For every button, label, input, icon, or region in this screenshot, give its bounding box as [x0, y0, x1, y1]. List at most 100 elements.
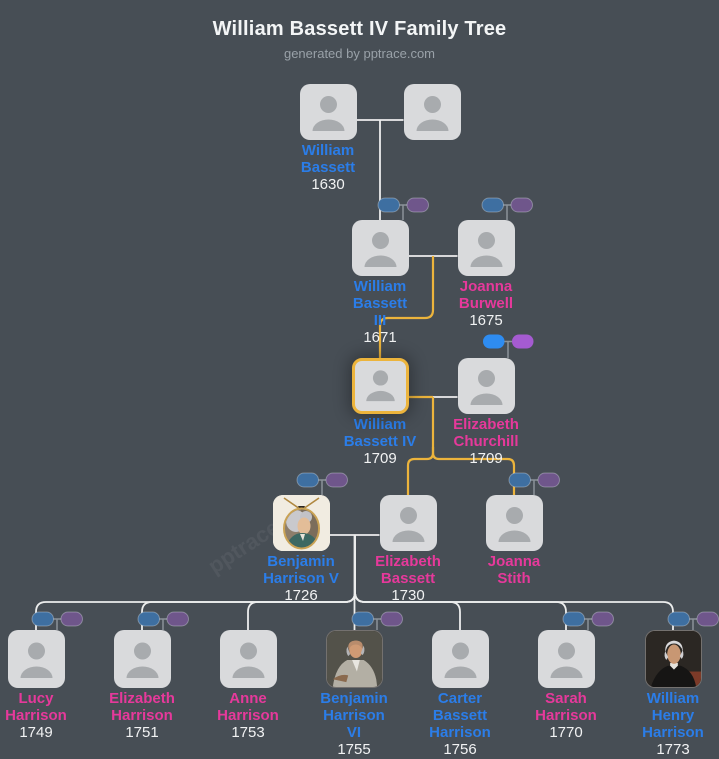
collapsed-mother-pill[interactable] [166, 611, 189, 627]
avatar-placeholder-icon [365, 370, 395, 402]
avatar-box[interactable] [431, 630, 489, 688]
expanded-mother-pill[interactable] [512, 334, 534, 349]
person-name: Benjamin Harrison VI [320, 690, 388, 741]
avatar-box[interactable] [299, 84, 357, 140]
avatar-box-highlighted[interactable] [351, 358, 409, 414]
avatar-placeholder-icon [126, 642, 158, 678]
person-label: Joanna Stith [459, 553, 569, 587]
avatar-box[interactable] [113, 630, 171, 688]
avatar-placeholder-icon [470, 232, 502, 267]
collapsed-father-pill[interactable] [296, 472, 319, 488]
avatar-placeholder-icon [416, 96, 448, 131]
person-name: Elizabeth Bassett [375, 553, 441, 587]
person-year: 1749 [19, 724, 53, 741]
collapsed-father-pill[interactable] [351, 611, 374, 627]
person-node-william-henry-harrison[interactable]: William Henry Harrison 1773 [618, 630, 719, 758]
collapsed-mother-pill[interactable] [380, 611, 403, 627]
person-node-elizabeth-bassett[interactable]: Elizabeth Bassett 1730 [353, 495, 463, 604]
collapsed-mother-pill[interactable] [510, 197, 533, 213]
person-year: 1709 [469, 450, 503, 467]
person-node-joanna-burwell[interactable]: Joanna Burwell 1675 [431, 220, 541, 329]
avatar-placeholder-icon [498, 507, 530, 542]
avatar-placeholder-icon [392, 507, 424, 542]
portrait-painting [326, 631, 382, 687]
collapsed-father-pill[interactable] [562, 611, 585, 627]
person-year: 1770 [549, 724, 583, 741]
collapsed-mother-pill[interactable] [537, 472, 560, 488]
person-year: 1726 [284, 587, 318, 604]
portrait-miniature-painting [272, 495, 330, 551]
avatar-placeholder-icon [312, 96, 344, 131]
collapsed-father-pill[interactable] [137, 611, 160, 627]
collapsed-mother-pill[interactable] [60, 611, 83, 627]
person-name: Elizabeth Churchill [453, 416, 519, 450]
person-year: 1630 [311, 176, 345, 193]
page-title: William Bassett IV Family Tree [212, 18, 507, 40]
person-label: William Bassett IV 1709 [325, 416, 435, 467]
person-node-benjamin-harrison-v[interactable]: Benjamin Harrison V 1726 [246, 495, 356, 604]
person-name: William Bassett [300, 142, 356, 176]
person-label: Carter Bassett Harrison 1756 [405, 690, 515, 758]
person-label: Anne Harrison 1753 [193, 690, 303, 741]
collapsed-father-pill[interactable] [31, 611, 54, 627]
person-node-elizabeth-harrison[interactable]: Elizabeth Harrison 1751 [87, 630, 197, 741]
person-node-lucy-harrison[interactable]: Lucy Harrison 1749 [0, 630, 91, 741]
person-label: William Bassett 1630 [273, 142, 383, 193]
person-name: Elizabeth Harrison [109, 690, 175, 724]
person-node-william-bassett-iv[interactable]: William Bassett IV 1709 [325, 358, 435, 467]
collapsed-father-pill[interactable] [377, 197, 400, 213]
expanded-father-pill[interactable] [483, 334, 505, 349]
person-name: Joanna Burwell [458, 278, 514, 312]
collapsed-mother-pill[interactable] [591, 611, 614, 627]
person-node-unknown-spouse[interactable] [377, 84, 487, 140]
person-year: 1756 [443, 741, 477, 758]
person-label: William Bassett III 1671 [325, 278, 435, 346]
avatar-box[interactable] [219, 630, 277, 688]
person-node-anne-harrison[interactable]: Anne Harrison 1753 [193, 630, 303, 741]
collapsed-mother-pill[interactable] [406, 197, 429, 213]
person-label: Joanna Burwell 1675 [431, 278, 541, 329]
person-node-william-bassett-1630[interactable]: William Bassett 1630 [273, 84, 383, 193]
avatar-box[interactable] [457, 220, 515, 276]
avatar-box[interactable] [379, 495, 437, 551]
portrait-william-henry-harrison[interactable] [644, 630, 702, 688]
person-year: 1773 [656, 741, 690, 758]
person-node-elizabeth-churchill[interactable]: Elizabeth Churchill 1709 [431, 358, 541, 467]
avatar-placeholder-icon [232, 642, 264, 678]
avatar-placeholder-icon [470, 370, 502, 405]
avatar-box[interactable] [457, 358, 515, 414]
person-name: Anne Harrison [217, 690, 279, 724]
highlighted-lineage-lines [378, 256, 516, 495]
expanded-ancestor-pills [483, 334, 534, 349]
avatar-box[interactable] [485, 495, 543, 551]
collapsed-father-pill[interactable] [667, 611, 690, 627]
person-label: Benjamin Harrison VI 1755 [299, 690, 409, 758]
person-year: 1753 [231, 724, 265, 741]
person-node-benjamin-harrison-vi[interactable]: Benjamin Harrison VI 1755 [299, 630, 409, 758]
avatar-box[interactable] [537, 630, 595, 688]
portrait-benjamin-harrison-v[interactable] [272, 495, 330, 551]
person-node-william-bassett-iii[interactable]: William Bassett III 1671 [325, 220, 435, 346]
avatar-box[interactable] [403, 84, 461, 140]
collapsed-father-pill[interactable] [508, 472, 531, 488]
collapsed-mother-pill[interactable] [696, 611, 719, 627]
collapsed-mother-pill[interactable] [325, 472, 348, 488]
highlight-gen2-to-william-iv [378, 256, 435, 358]
person-node-carter-bassett-harrison[interactable]: Carter Bassett Harrison 1756 [405, 630, 515, 758]
highlight-to-joanna-stith [431, 447, 516, 495]
person-year: 1709 [363, 450, 397, 467]
family-connector-lines [35, 119, 674, 630]
portrait-benjamin-harrison-vi[interactable] [325, 630, 383, 688]
person-label: William Henry Harrison 1773 [618, 690, 719, 758]
person-node-joanna-stith[interactable]: Joanna Stith [459, 495, 569, 587]
avatar-box[interactable] [7, 630, 65, 688]
person-node-sarah-harrison[interactable]: Sarah Harrison 1770 [511, 630, 621, 741]
collapsed-father-pill[interactable] [481, 197, 504, 213]
person-label: Lucy Harrison 1749 [0, 690, 91, 741]
avatar-placeholder-icon [20, 642, 52, 678]
avatar-box[interactable] [351, 220, 409, 276]
page-header: William Bassett IV Family Tree generated… [0, 0, 719, 61]
person-label: Sarah Harrison 1770 [511, 690, 621, 741]
avatar-placeholder-icon [550, 642, 582, 678]
